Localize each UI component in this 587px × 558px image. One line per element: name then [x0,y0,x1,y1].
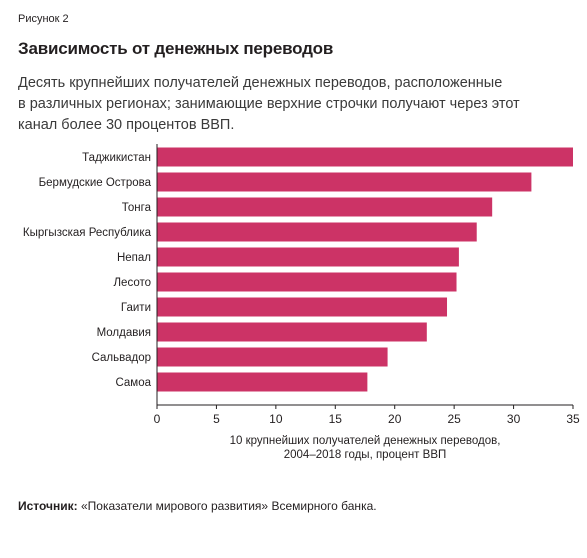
category-label: Бермудские Острова [39,177,152,189]
x-tick-label: 0 [154,412,161,426]
bar [157,247,459,267]
x-axis-label: 10 крупнейших получателей денежных перев… [230,435,501,447]
x-axis-label: 2004–2018 годы, процент ВВП [284,449,447,461]
bar [157,322,427,342]
chart-title: Зависимость от денежных переводов [18,39,334,58]
category-label: Сальвадор [92,352,151,364]
bar [157,222,477,242]
source-label: Источник: [18,499,78,513]
source-note: Источник: «Показатели мирового развития»… [18,499,377,513]
x-tick-label: 25 [447,412,461,426]
category-label: Молдавия [97,327,151,339]
x-tick-label: 10 [269,412,283,426]
x-tick-label: 5 [213,412,220,426]
category-label: Тонга [122,202,152,214]
bar [157,172,532,192]
category-label: Самоа [115,377,151,389]
category-label: Таджикистан [82,152,151,164]
subtitle-line: в различных регионах; занимающие верхние… [18,96,520,112]
figure-label: Рисунок 2 [18,13,69,25]
bar [157,147,573,167]
bar [157,372,368,392]
x-tick-label: 20 [388,412,402,426]
category-label: Лесото [114,277,152,289]
subtitle-line: канал более 30 процентов ВВП. [18,117,235,133]
x-tick-label: 15 [329,412,343,426]
bar [157,297,448,317]
x-tick-label: 35 [566,412,580,426]
chart-subtitle: Десять крупнейших получателей денежных п… [18,73,583,136]
category-label: Гаити [121,302,151,314]
subtitle-line: Десять крупнейших получателей денежных п… [18,75,503,91]
category-label: Кыргызская Республика [23,227,152,239]
bar [157,347,388,367]
bar-chart: Таджикистан Бермудские Острова Тонга Кыргыз… [23,144,580,461]
bar [157,197,493,217]
x-tick-label: 30 [507,412,521,426]
category-label: Непал [117,252,151,264]
bar [157,272,457,292]
source-text: «Показатели мирового развития» Всемирног… [77,499,377,513]
